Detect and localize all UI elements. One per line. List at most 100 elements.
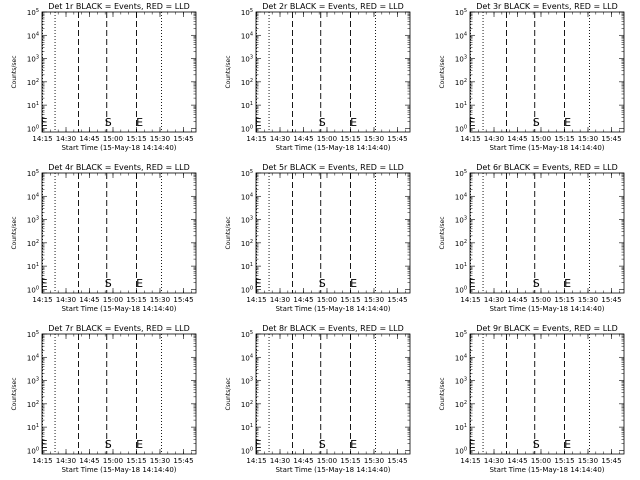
x-tick-label: 14:15	[246, 457, 266, 465]
x-tick-label: 14:45	[79, 135, 99, 143]
x-tick-label: 15:00	[103, 457, 123, 465]
x-tick-label: 15:15	[340, 135, 360, 143]
y-tick-label: 102	[27, 239, 39, 248]
y-tick-label: 102	[27, 78, 39, 87]
x-tick-label: 14:30	[56, 457, 76, 465]
x-tick-label: 14:45	[79, 296, 99, 304]
y-axis-label: Counts/sec	[11, 216, 18, 249]
x-axis-label: Start Time (15-May-18 14:14:40)	[61, 305, 176, 313]
marker-e: E	[255, 277, 262, 290]
x-tick-label: 15:30	[150, 296, 170, 304]
panel-title: Det 3r BLACK = Events, RED = LLD	[476, 2, 618, 11]
marker-s: S	[319, 438, 326, 451]
y-tick-label: 104	[241, 31, 253, 40]
detector-panel-2: Det 2r BLACK = Events, RED = LLD 100 101 10…	[225, 2, 411, 152]
y-tick-label: 101	[455, 262, 467, 271]
y-axis-label: Counts/sec	[225, 55, 232, 88]
detector-panel-4: Det 4r BLACK = Events, RED = LLD 100 101 10…	[11, 163, 197, 313]
x-tick-label: 14:45	[293, 135, 313, 143]
x-axis-label: Start Time (15-May-18 14:14:40)	[275, 144, 390, 152]
x-tick-label: 15:30	[578, 296, 598, 304]
x-tick-label: 14:15	[32, 457, 52, 465]
y-axis-label: Counts/sec	[439, 216, 446, 249]
x-tick-label: 14:15	[32, 296, 52, 304]
x-tick-label: 15:30	[150, 457, 170, 465]
x-tick-label: 15:00	[531, 457, 551, 465]
y-tick-label: 100	[27, 446, 39, 455]
plot-frame	[255, 333, 411, 455]
panel-title: Det 9r BLACK = Events, RED = LLD	[476, 324, 618, 333]
detector-panel-8: Det 8r BLACK = Events, RED = LLD 100 101 10…	[225, 324, 411, 474]
y-tick-label: 104	[241, 192, 253, 201]
y-tick-label: 100	[455, 285, 467, 294]
panel-title: Det 8r BLACK = Events, RED = LLD	[262, 324, 404, 333]
marker-s: S	[533, 116, 540, 129]
x-tick-label: 14:15	[460, 296, 480, 304]
y-tick-label: 103	[27, 216, 39, 225]
x-tick-label: 14:45	[79, 457, 99, 465]
y-tick-label: 103	[455, 377, 467, 386]
x-tick-label: 15:30	[364, 135, 384, 143]
y-tick-label: 100	[27, 124, 39, 133]
marker-s: S	[319, 116, 326, 129]
x-tick-label: 15:15	[554, 135, 574, 143]
marker-e: E	[136, 438, 143, 451]
y-tick-label: 102	[241, 239, 253, 248]
marker-e: E	[564, 277, 571, 290]
y-tick-label: 105	[455, 330, 467, 339]
y-tick-label: 103	[241, 216, 253, 225]
panel-title: Det 6r BLACK = Events, RED = LLD	[476, 163, 618, 172]
x-tick-label: 15:45	[387, 296, 407, 304]
x-tick-label: 15:15	[554, 457, 574, 465]
detector-panel-1: Det 1r BLACK = Events, RED = LLD 100 101 10…	[11, 2, 197, 152]
detector-panel-6: Det 6r BLACK = Events, RED = LLD 100 101 10…	[439, 163, 625, 313]
y-tick-label: 102	[27, 400, 39, 409]
x-axis-label: Start Time (15-May-18 14:14:40)	[61, 144, 176, 152]
marker-e: E	[255, 438, 262, 451]
marker-s: S	[105, 438, 112, 451]
y-axis-label: Counts/sec	[11, 55, 18, 88]
y-tick-label: 105	[241, 169, 253, 178]
x-tick-label: 15:30	[150, 135, 170, 143]
y-tick-label: 105	[455, 169, 467, 178]
x-tick-label: 15:00	[103, 296, 123, 304]
x-axis-label: Start Time (15-May-18 14:14:40)	[489, 466, 604, 474]
y-tick-label: 105	[241, 8, 253, 17]
marker-e: E	[136, 116, 143, 129]
plot-frame	[41, 333, 197, 455]
marker-e: E	[41, 438, 48, 451]
marker-e: E	[564, 438, 571, 451]
y-tick-label: 102	[455, 78, 467, 87]
panel-title: Det 1r BLACK = Events, RED = LLD	[48, 2, 190, 11]
y-tick-label: 101	[455, 423, 467, 432]
y-tick-label: 101	[27, 423, 39, 432]
marker-e: E	[41, 277, 48, 290]
panel-title: Det 7r BLACK = Events, RED = LLD	[48, 324, 190, 333]
y-axis-label: Counts/sec	[11, 377, 18, 410]
marker-e: E	[255, 116, 262, 129]
plot-frame	[41, 172, 197, 294]
marker-e: E	[41, 116, 48, 129]
y-tick-label: 103	[27, 377, 39, 386]
y-tick-label: 102	[241, 400, 253, 409]
y-tick-label: 101	[27, 101, 39, 110]
y-tick-label: 104	[241, 353, 253, 362]
x-tick-label: 15:00	[531, 135, 551, 143]
detector-panel-3: Det 3r BLACK = Events, RED = LLD 100 101 10…	[439, 2, 625, 152]
y-tick-label: 101	[241, 262, 253, 271]
x-tick-label: 14:45	[507, 296, 527, 304]
y-tick-label: 105	[241, 330, 253, 339]
x-tick-label: 15:45	[173, 296, 193, 304]
detector-panel-7: Det 7r BLACK = Events, RED = LLD 100 101 10…	[11, 324, 197, 474]
x-tick-label: 15:00	[317, 457, 337, 465]
x-tick-label: 15:00	[531, 296, 551, 304]
x-tick-label: 15:00	[317, 296, 337, 304]
plot-frame	[255, 172, 411, 294]
x-tick-label: 14:30	[484, 457, 504, 465]
plot-frame	[469, 11, 625, 133]
x-tick-label: 15:30	[364, 457, 384, 465]
marker-e: E	[469, 277, 476, 290]
marker-e: E	[469, 438, 476, 451]
y-tick-label: 105	[27, 169, 39, 178]
y-tick-label: 103	[455, 55, 467, 64]
